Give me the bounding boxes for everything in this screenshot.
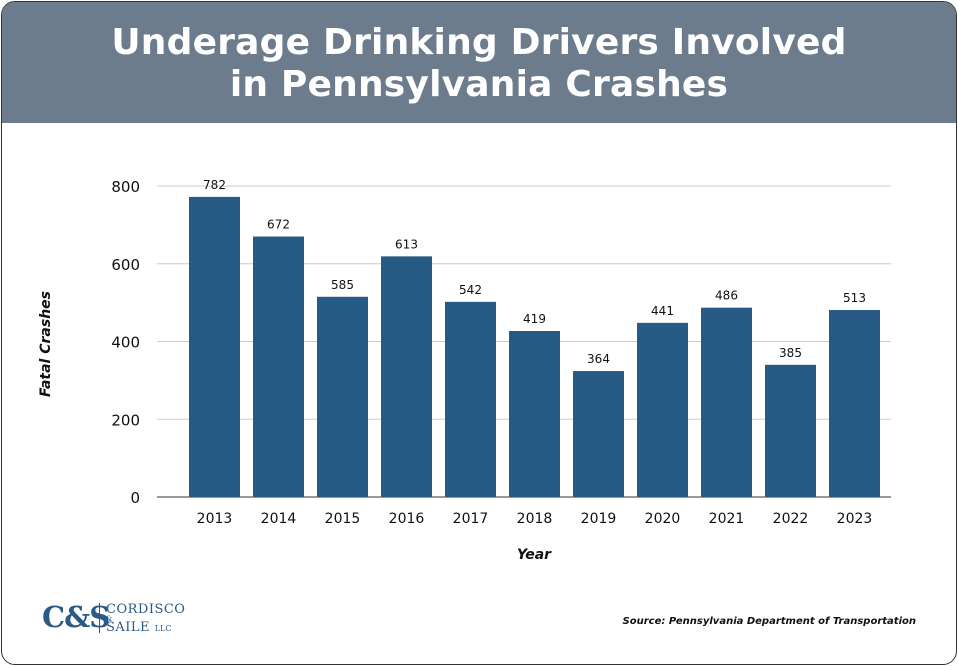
title-line-2: in Pennsylvania Crashes (229, 64, 729, 105)
logo-divider (99, 603, 100, 633)
data-label-2019: 364 (587, 352, 610, 366)
logo-monogram: C&S (42, 600, 110, 634)
bar-2020 (637, 322, 688, 497)
y-tick-label: 600 (111, 256, 140, 274)
x-tick-label: 2015 (325, 511, 361, 527)
y-tick-label: 400 (111, 334, 140, 352)
bar-2022 (765, 364, 816, 497)
source-note: Source: Pennsylvania Department of Trans… (622, 616, 916, 627)
bar-2013 (189, 196, 240, 497)
bar-2023 (829, 310, 880, 497)
bar-2018 (509, 331, 560, 497)
data-label-2018: 419 (523, 312, 546, 326)
title-line-1: Underage Drinking Drivers Involved (111, 22, 847, 63)
bar-2016 (381, 256, 432, 497)
x-tick-label: 2014 (261, 511, 297, 527)
chart-title: Underage Drinking Drivers Involved in Pe… (42, 22, 916, 106)
data-label-2022: 385 (779, 346, 802, 360)
logo-llc: LLC (154, 624, 172, 633)
data-label-2021: 486 (715, 289, 738, 303)
bar-2021 (701, 307, 752, 497)
x-axis-title: Year (517, 547, 552, 563)
y-tick-label: 800 (111, 178, 140, 196)
y-tick-label: 200 (111, 411, 140, 429)
x-tick-label: 2022 (773, 511, 809, 527)
x-tick-label: 2021 (709, 511, 745, 527)
x-tick-label: 2020 (645, 511, 681, 527)
y-axis-title: Fatal Crashes (38, 291, 54, 397)
y-tick-label: 0 (130, 489, 140, 507)
data-label-2014: 672 (267, 218, 290, 232)
bar-2014 (253, 236, 304, 497)
x-tick-label: 2016 (389, 511, 425, 527)
data-label-2017: 542 (459, 283, 482, 297)
logo-name-top: CORDISCO (106, 602, 186, 617)
logo-ampersand: & (106, 615, 113, 623)
data-label-2020: 441 (651, 304, 674, 318)
bar-2015 (317, 296, 368, 497)
logo-name-saile: SAILE (106, 620, 151, 635)
x-tick-label: 2019 (581, 511, 617, 527)
bar-2019 (573, 371, 624, 497)
data-label-2013: 782 (203, 178, 226, 192)
x-tick-label: 2018 (517, 511, 553, 527)
x-tick-label: 2017 (453, 511, 489, 527)
x-tick-label: 2023 (837, 511, 873, 527)
x-tick-label: 2013 (197, 511, 233, 527)
data-label-2015: 585 (331, 278, 354, 292)
data-label-2023: 513 (843, 291, 866, 305)
cordisco-saile-logo: C&S CORDISCO & SAILE LLC (42, 600, 186, 640)
bar-2017 (445, 301, 496, 497)
logo-name-bottom: SAILE LLC (106, 620, 171, 635)
data-label-2016: 613 (395, 237, 418, 251)
title-banner: Underage Drinking Drivers Involved in Pe… (2, 2, 956, 123)
